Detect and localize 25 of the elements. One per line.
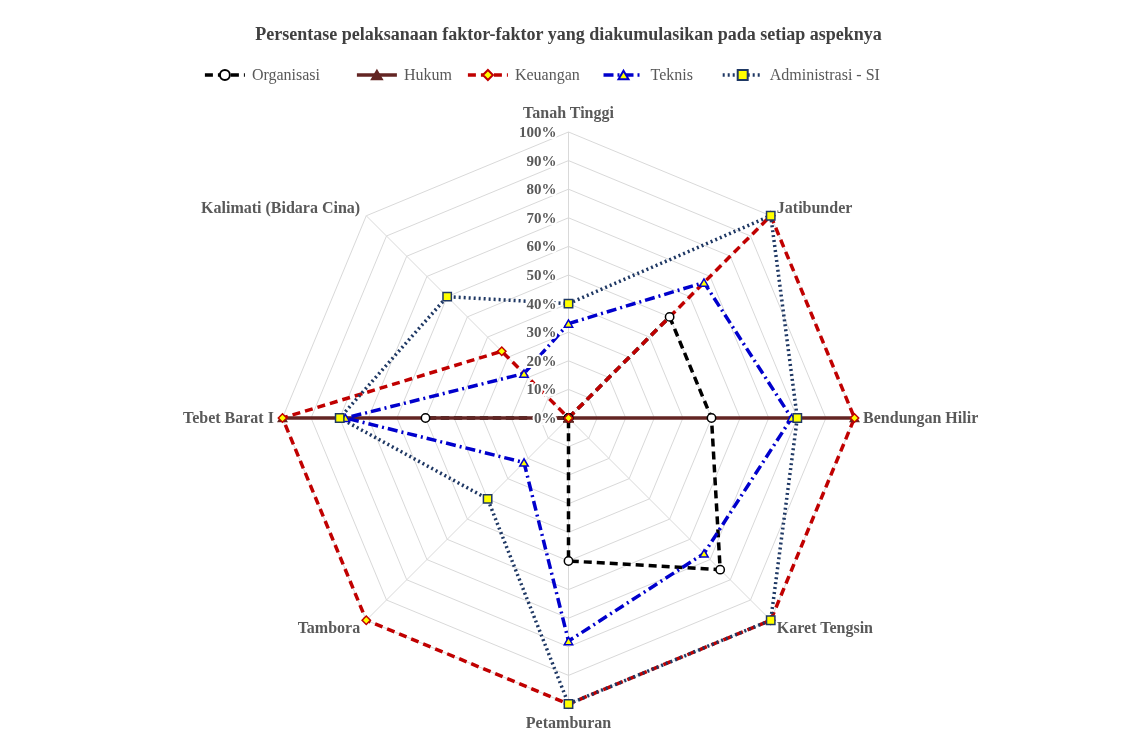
legend-label: Organisasi — [251, 66, 321, 84]
y-tick-label: 50% — [526, 267, 557, 283]
y-tick-label: 10% — [526, 381, 557, 398]
y-tick-label: 80% — [526, 181, 557, 198]
chart-title: Persentase pelaksanaan faktor-faktor yang diakumulasikan pada setiap aspeknya — [255, 24, 882, 44]
legend-label: Keuangan — [514, 66, 580, 84]
spoke-label: Karet Tengsin — [776, 619, 874, 638]
spoke-label: Jatibunder — [776, 198, 853, 216]
spoke-label: Tebet Barat I — [182, 409, 274, 426]
legend-label: Hukum — [403, 66, 453, 83]
legend-label: Teknis — [650, 66, 693, 83]
spoke-label: Tambora — [297, 619, 361, 637]
y-tick-label: 100% — [519, 124, 557, 140]
spoke-label: Kalimati (Bidara Cina) — [201, 198, 361, 217]
spoke-label: Bendungan Hilir — [863, 409, 979, 427]
y-tick-label: 40% — [526, 295, 557, 312]
y-tick-label: 70% — [526, 209, 557, 226]
y-tick-label: 0% — [534, 410, 557, 426]
spoke-label: Petamburan — [525, 714, 612, 732]
y-tick-label: 30% — [526, 324, 557, 341]
y-tick-label: 90% — [526, 152, 557, 169]
spoke-label: Tanah Tinggi — [523, 103, 615, 122]
legend-label: Administrasi - SI — [769, 66, 880, 83]
y-tick-label: 20% — [526, 352, 557, 369]
y-tick-label: 60% — [526, 238, 557, 255]
